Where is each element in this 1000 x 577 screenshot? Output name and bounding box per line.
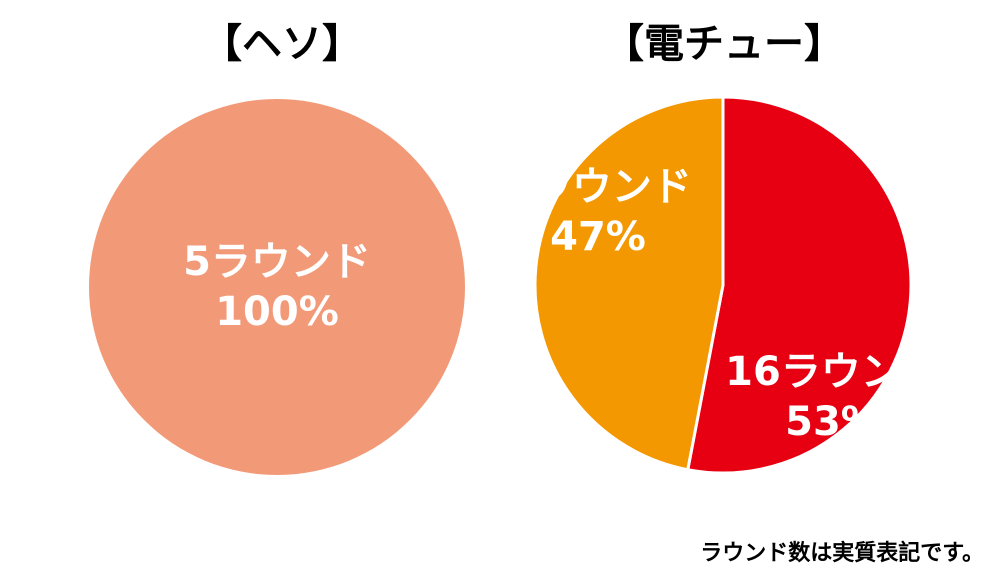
- chart-title-heso: 【ヘソ】: [202, 21, 362, 67]
- slice-category-label: 5ラウンド: [183, 239, 371, 285]
- pie-chart-heso: 5ラウンド 100%: [89, 99, 465, 475]
- slice-label-denchu-1: 16ラウンド 53%: [725, 349, 941, 445]
- slice-category-label: 16ラウンド: [725, 349, 941, 395]
- slice-label-heso-1: 5ラウンド 100%: [183, 239, 371, 335]
- slice-category-label: 4ラウンド: [504, 164, 692, 210]
- pie-chart-denchu: 16ラウンド 53% 4ラウンド 47%: [504, 95, 941, 475]
- footnote: ラウンド数は実質表記です。: [700, 541, 984, 566]
- slice-denchu-1: [686, 95, 913, 475]
- slice-value-label: 53%: [785, 399, 881, 445]
- slice-heso-1: [89, 99, 465, 475]
- slice-value-label: 100%: [215, 289, 339, 335]
- slice-label-denchu-2: 4ラウンド 47%: [504, 164, 692, 260]
- chart-title-denchu: 【電チュー】: [604, 21, 844, 67]
- slice-value-label: 47%: [550, 214, 646, 260]
- slice-denchu-2: [533, 95, 725, 472]
